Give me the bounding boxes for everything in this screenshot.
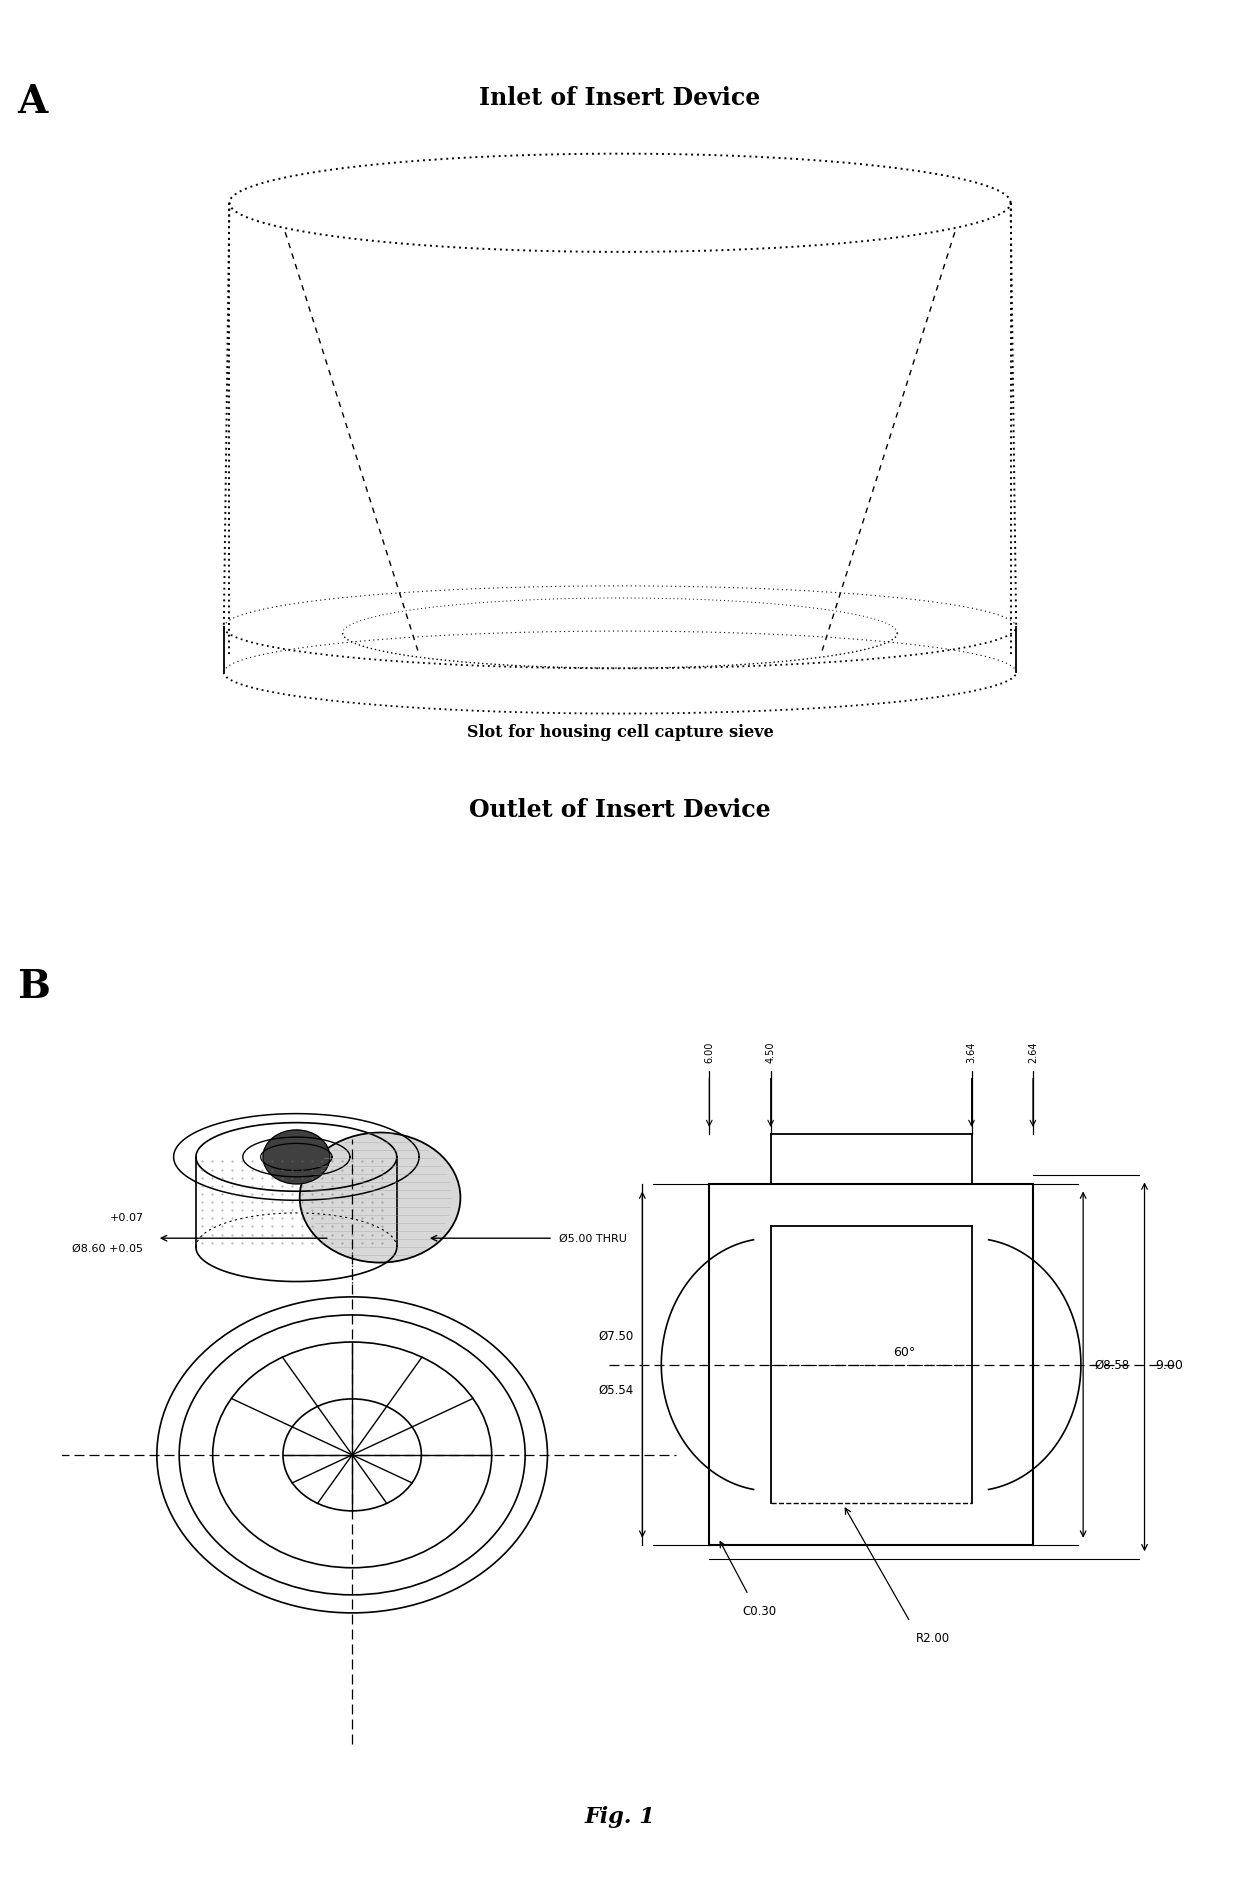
Text: 2.64: 2.64 xyxy=(1028,1042,1038,1062)
Text: 60°: 60° xyxy=(893,1344,915,1357)
Text: R2.00: R2.00 xyxy=(915,1632,950,1645)
Text: +0.07: +0.07 xyxy=(109,1213,144,1222)
Text: 3.64: 3.64 xyxy=(966,1042,977,1062)
Text: Inlet of Insert Device: Inlet of Insert Device xyxy=(480,86,760,109)
Text: Ø5.54: Ø5.54 xyxy=(598,1384,634,1397)
Text: Ø8.60 +0.05: Ø8.60 +0.05 xyxy=(72,1243,144,1254)
Circle shape xyxy=(263,1130,330,1184)
Text: Outlet of Insert Device: Outlet of Insert Device xyxy=(469,797,771,822)
Text: 6.00: 6.00 xyxy=(704,1042,714,1062)
Text: 4.50: 4.50 xyxy=(765,1042,776,1062)
Text: B: B xyxy=(17,968,51,1006)
Text: Ø8.58: Ø8.58 xyxy=(1094,1359,1130,1371)
Text: Fig. 1: Fig. 1 xyxy=(584,1805,656,1827)
Text: 9.00: 9.00 xyxy=(1156,1359,1183,1371)
Circle shape xyxy=(300,1134,460,1263)
Text: C0.30: C0.30 xyxy=(743,1604,777,1617)
Text: Ø7.50: Ø7.50 xyxy=(598,1329,634,1342)
Text: Ø5.00 THRU: Ø5.00 THRU xyxy=(559,1233,626,1243)
Text: A: A xyxy=(17,83,47,120)
Text: Slot for housing cell capture sieve: Slot for housing cell capture sieve xyxy=(466,724,774,741)
